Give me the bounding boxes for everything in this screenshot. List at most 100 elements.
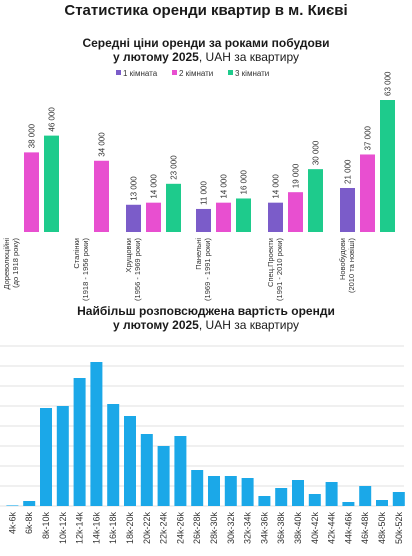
bar: [44, 135, 59, 232]
histogram-bar: [174, 436, 187, 506]
histogram-bar: [292, 480, 304, 506]
bar: [216, 202, 231, 232]
category-name: Панельні: [194, 238, 203, 270]
bar-value-label: 19 000: [292, 163, 301, 188]
bar: [308, 169, 323, 232]
price-range-label: 38k-40k: [293, 512, 303, 545]
price-range-label: 50k-52k: [394, 512, 404, 545]
category-name: Спец.Проекти: [266, 238, 275, 287]
histogram-bar: [107, 404, 120, 506]
bar-value-label: 14 000: [150, 174, 159, 199]
bar-value-label: 14 000: [220, 174, 229, 199]
price-range-label: 20k-22k: [142, 512, 152, 545]
category-period: (1956 - 1969 роки): [133, 238, 142, 301]
bar-value-label: 38 000: [28, 123, 37, 148]
histogram-bar: [376, 500, 388, 506]
histogram-bar: [6, 505, 19, 506]
price-range-label: 36k-38k: [276, 512, 286, 545]
category-label: Панельні(1969 - 1991 роки): [194, 238, 212, 301]
legend-label: 1 кімната: [123, 69, 158, 78]
bar: [196, 208, 211, 232]
bar: [340, 188, 355, 232]
bar: [236, 198, 251, 232]
chart1-title: Середні ціни оренди за роками побудови у…: [82, 36, 330, 64]
price-range-label: 34k-36k: [259, 512, 269, 545]
price-range-label: 8k-10k: [41, 512, 51, 540]
bar-value-label: 16 000: [240, 169, 249, 194]
category-period: (до 1918 року): [11, 238, 20, 288]
price-range-label: 26k-28k: [192, 512, 202, 545]
legend-swatch: [228, 70, 233, 75]
price-range-label: 18k-20k: [125, 512, 135, 545]
histogram-bar: [56, 406, 69, 506]
bar: [268, 202, 283, 232]
category-label: Сталінки(1918 - 1956 роки): [72, 238, 90, 301]
legend-label: 3 кімнати: [235, 69, 269, 78]
category-name: Хрущовки: [124, 238, 133, 273]
bar: [24, 152, 39, 232]
bar: [126, 204, 141, 232]
legend-swatch: [172, 70, 177, 75]
bar-value-label: 14 000: [272, 174, 281, 199]
price-range-label: 24k-26k: [175, 512, 185, 545]
bar: [94, 160, 109, 232]
histogram-bar: [258, 496, 271, 506]
category-name: Дореволюційні: [2, 238, 11, 290]
price-range-label: 42k-44k: [327, 512, 337, 545]
bar: [380, 100, 395, 232]
bar-value-label: 30 000: [312, 140, 321, 165]
histogram-bar: [140, 434, 153, 506]
price-range-label: 40k-42k: [310, 512, 320, 545]
chart2-title: Найбільш розповсюджена вартість оренди у…: [77, 304, 335, 332]
price-range-label: 48k-50k: [377, 512, 387, 545]
bar-value-label: 37 000: [364, 125, 373, 150]
price-range-label: 4k-6k: [7, 512, 17, 535]
legend-swatch: [116, 70, 121, 75]
histogram-bar: [224, 476, 237, 506]
histogram-bar: [90, 362, 103, 506]
histogram-bar: [208, 476, 220, 506]
histogram-bar: [325, 482, 338, 506]
histogram-bar: [191, 470, 204, 506]
price-range-label: 44k-46k: [343, 512, 353, 545]
legend-label: 2 кімнати: [179, 69, 213, 78]
page-title: Статистика оренди квартир в м. Києві: [64, 2, 348, 19]
histogram-bar: [23, 501, 36, 506]
price-range-label: 12k-14k: [75, 512, 85, 545]
histogram-bar: [342, 502, 355, 506]
price-range-label: 16k-18k: [108, 512, 118, 545]
histogram-bar: [359, 486, 372, 506]
histogram-bar: [308, 494, 321, 506]
category-period: (2010 та новіші): [347, 238, 356, 294]
category-name: Новобудови: [338, 238, 347, 280]
bar-value-label: 23 000: [170, 155, 179, 180]
histogram-bar: [392, 492, 405, 506]
histogram-bar: [275, 488, 288, 506]
rent-price-distribution-chart: 4k-6k 6k-8k 8k-10k 10k-12k 12k-14k 14k-16k 16k…: [0, 345, 405, 545]
rent-by-building-era-chart: 1 кімната 2 кімнати 3 кімнати 38 000 46 000 Д…: [2, 69, 395, 301]
price-range-label: 30k-32k: [226, 512, 236, 545]
category-label: Спец.Проекти(1991 - 2010 роки): [266, 238, 284, 301]
bar: [360, 154, 375, 232]
category-name: Сталінки: [72, 238, 81, 269]
price-range-label: 28k-30k: [209, 512, 219, 545]
price-range-label: 46k-48k: [360, 512, 370, 545]
price-range-label: 22k-24k: [159, 512, 169, 545]
price-range-label: 14k-16k: [91, 512, 101, 545]
bar-value-label: 21 000: [344, 159, 353, 184]
bar-value-label: 34 000: [98, 132, 107, 157]
price-range-label: 32k-34k: [243, 512, 253, 545]
bar-value-label: 46 000: [48, 107, 57, 132]
bar: [288, 192, 303, 232]
category-label: Хрущовки(1956 - 1969 роки): [124, 238, 142, 301]
histogram-bar: [40, 408, 52, 506]
bar-value-label: 63 000: [384, 71, 393, 96]
category-period: (1918 - 1956 роки): [81, 238, 90, 301]
histogram-bar: [241, 478, 254, 506]
bar-value-label: 11 000: [200, 181, 209, 205]
histogram-bar: [124, 416, 136, 506]
category-label: Новобудови(2010 та новіші): [338, 238, 356, 294]
price-range-label: 10k-12k: [58, 512, 68, 545]
bar: [146, 202, 161, 232]
histogram-bar: [73, 378, 86, 506]
